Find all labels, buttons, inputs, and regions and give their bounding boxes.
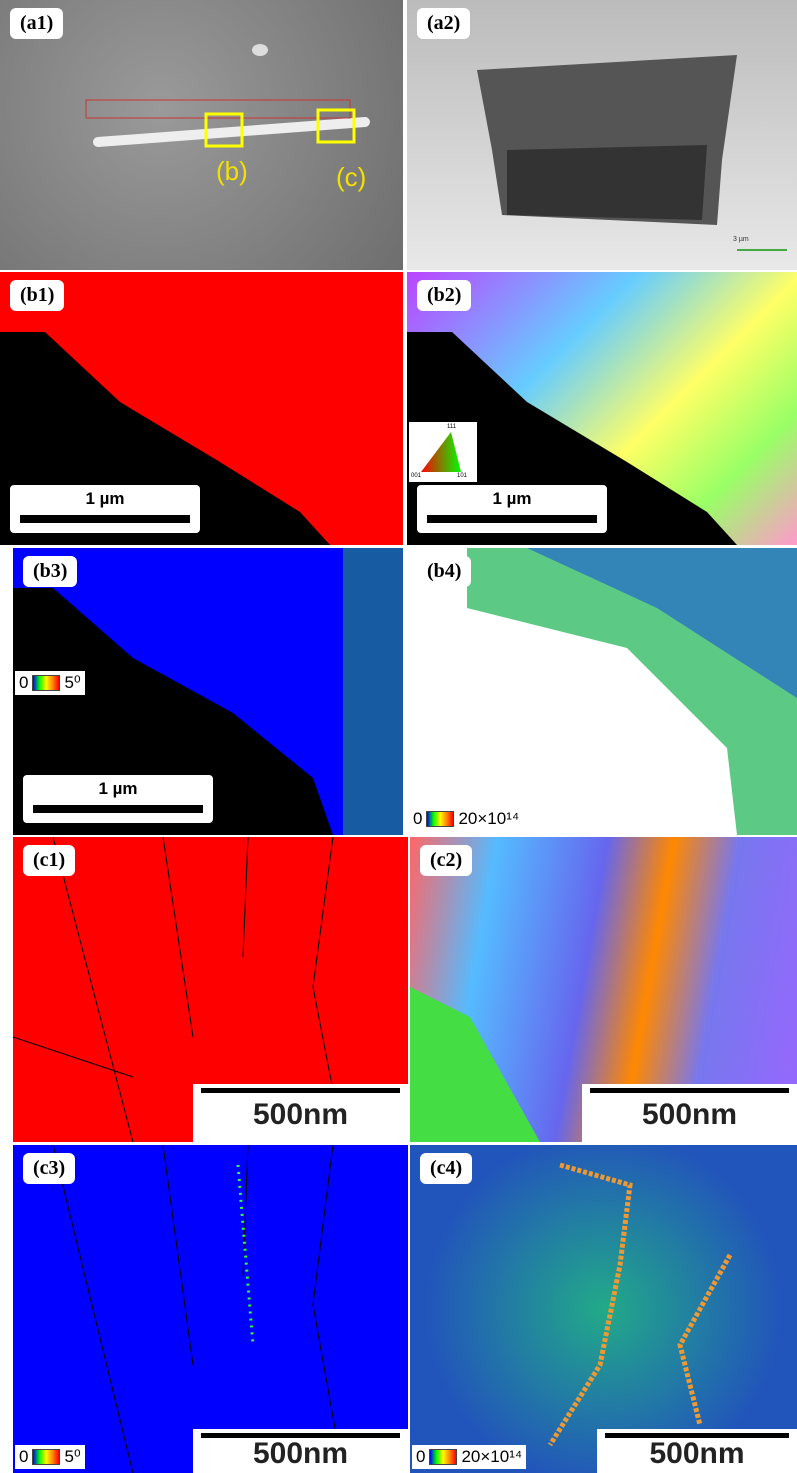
panel-c4: (c4) 0 20×10¹⁴ 500nm <box>410 1145 797 1473</box>
panel-c3: (c3) 0 5⁰ 500nm <box>13 1145 408 1473</box>
colorbar: 0 5⁰ <box>15 671 85 695</box>
ipf-label: 111 <box>447 424 456 430</box>
panel-a1: (a1) (b) (c) <box>0 0 403 270</box>
colorbar: 0 20×10¹⁴ <box>409 807 523 831</box>
sem-image <box>407 0 797 270</box>
gnd-map <box>407 548 797 835</box>
panel-b1: (b1) 1 µm <box>0 272 403 545</box>
panel-label: (b1) <box>10 280 64 311</box>
sem-image <box>0 0 403 270</box>
panel-label: (b3) <box>23 556 77 587</box>
scale-bar: 500nm <box>193 1429 408 1473</box>
scale-bar: 1 µm <box>23 775 213 823</box>
scale-bar: 500nm <box>193 1084 408 1142</box>
colorbar-max: 20×10¹⁴ <box>461 1447 522 1467</box>
figure: (a1) (b) (c) (a2) 3 µm (b1) 1 µm (b2) 11… <box>0 0 797 1473</box>
panel-b2: (b2) 111 001 101 1 µm <box>407 272 797 545</box>
colorbar-min: 0 <box>19 673 28 693</box>
panel-label: (a1) <box>10 8 63 39</box>
panel-label: (b2) <box>417 280 471 311</box>
colorbar: 0 20×10¹⁴ <box>412 1445 526 1469</box>
scale-bar: 500nm <box>597 1429 797 1473</box>
panel-label: (c1) <box>23 845 75 876</box>
marker-label: (c) <box>336 162 366 193</box>
colorbar-min: 0 <box>416 1447 425 1467</box>
marker-label: (b) <box>216 156 248 187</box>
colorbar-max: 20×10¹⁴ <box>458 809 519 829</box>
kam-map <box>13 1145 408 1473</box>
panel-c1: (c1) 500nm <box>13 837 408 1142</box>
colorbar-max: 5⁰ <box>64 673 80 693</box>
panel-label: (a2) <box>417 8 470 39</box>
panel-b4: (b4) 0 20×10¹⁴ <box>407 548 797 835</box>
panel-label: (c4) <box>420 1153 472 1184</box>
ipf-key: 111 001 101 <box>409 422 477 482</box>
colorbar-max: 5⁰ <box>64 1447 80 1467</box>
panel-label: (b4) <box>417 556 471 587</box>
scale-bar: 1 µm <box>417 485 607 533</box>
colorbar-min: 0 <box>413 809 422 829</box>
colorbar-min: 0 <box>19 1447 28 1467</box>
scale-bar: 1 µm <box>10 485 200 533</box>
colorbar: 0 5⁰ <box>15 1445 85 1469</box>
panel-a2: (a2) 3 µm <box>407 0 797 270</box>
scale-bar-label: 3 µm <box>733 236 749 243</box>
ipf-label: 001 <box>411 473 421 479</box>
scale-bar: 500nm <box>582 1084 797 1142</box>
panel-c2: (c2) 500nm <box>410 837 797 1142</box>
ipf-label: 101 <box>457 473 467 479</box>
gnd-map <box>410 1145 797 1473</box>
panel-b3: (b3) 0 5⁰ 1 µm <box>13 548 403 835</box>
panel-label: (c3) <box>23 1153 75 1184</box>
scale-bar-label: 1 µm <box>417 485 607 509</box>
scale-bar-label: 1 µm <box>23 775 213 799</box>
scale-bar-label: 1 µm <box>10 485 200 509</box>
panel-label: (c2) <box>420 845 472 876</box>
